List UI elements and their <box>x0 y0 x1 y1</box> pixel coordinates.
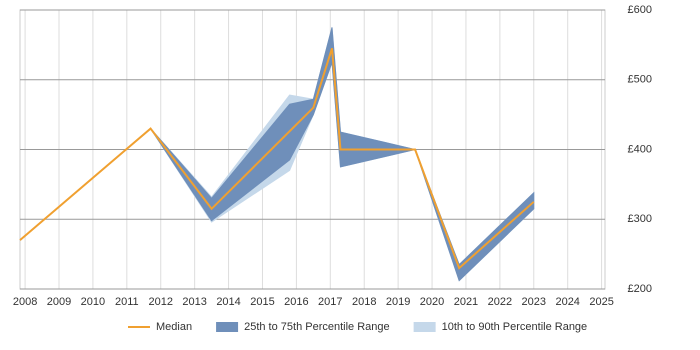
x-tick-label: 2016 <box>284 296 308 308</box>
x-tick-label: 2017 <box>318 296 342 308</box>
x-tick-label: 2018 <box>352 296 376 308</box>
legend-label: 10th to 90th Percentile Range <box>442 321 588 333</box>
x-tick-label: 2012 <box>148 296 172 308</box>
x-tick-label: 2009 <box>47 296 71 308</box>
x-tick-label: 2023 <box>522 296 546 308</box>
x-tick-label: 2010 <box>81 296 105 308</box>
x-tick-label: 2008 <box>13 296 37 308</box>
legend-swatch <box>413 322 436 332</box>
x-tick-label: 2011 <box>115 296 139 308</box>
legend-label: 25th to 75th Percentile Range <box>244 321 390 333</box>
x-tick-label: 2024 <box>555 296 579 308</box>
percentile-band <box>150 27 535 282</box>
x-tick-label: 2013 <box>182 296 206 308</box>
x-tick-label: 2025 <box>589 296 613 308</box>
x-tick-label: 2014 <box>216 296 240 308</box>
y-tick-label: £200 <box>628 283 652 295</box>
legend-swatch <box>216 322 239 332</box>
y-tick-label: £400 <box>628 143 652 155</box>
x-tick-label: 2015 <box>250 296 274 308</box>
x-tick-label: 2020 <box>420 296 444 308</box>
legend-label: Median <box>156 321 192 333</box>
legend: Median 25th to 75th Percentile Range 10th … <box>128 321 587 333</box>
x-tick-label: 2019 <box>386 296 410 308</box>
x-tick-label: 2022 <box>488 296 512 308</box>
y-tick-label: £300 <box>628 213 652 225</box>
y-tick-label: £500 <box>628 74 652 86</box>
x-tick-label: 2021 <box>454 296 478 308</box>
median-line <box>19 48 535 270</box>
y-tick-label: £600 <box>628 4 652 16</box>
